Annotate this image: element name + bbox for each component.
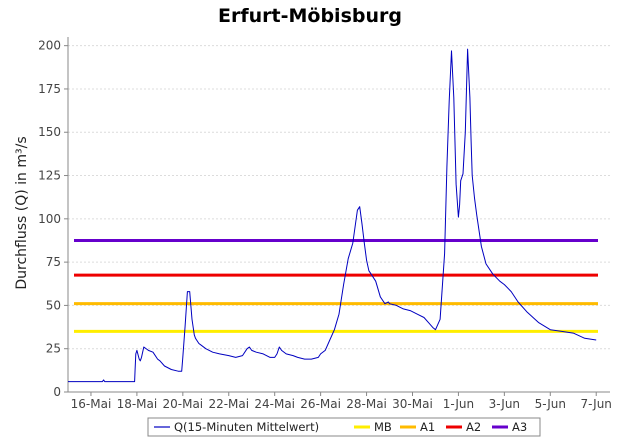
y-tick-label: 25 <box>46 342 61 356</box>
x-tick-label: 5-Jun <box>535 397 566 411</box>
x-tick-label: 20-Mai <box>163 397 204 411</box>
discharge-series-line <box>68 48 597 383</box>
y-tick-label: 75 <box>46 255 61 269</box>
x-tick-label: 24-Mai <box>254 397 295 411</box>
legend-label: A1 <box>420 420 435 434</box>
x-tick-label: 1-Jun <box>443 397 474 411</box>
legend-box <box>147 417 541 437</box>
plot-area: 0 25 50 75 100 125 150 175 200 16-Mai 18-Mai 20-Mai… <box>38 37 612 411</box>
legend-label: A2 <box>466 420 481 434</box>
x-tick-label: 7-Jun <box>581 397 612 411</box>
legend-label: A3 <box>512 420 527 434</box>
x-tick-label: 30-Mai <box>392 397 433 411</box>
legend-label: Q(15-Minuten Mittelwert) <box>174 420 319 434</box>
y-tick-label: 175 <box>38 82 61 96</box>
chart-title: Erfurt-Möbisburg <box>218 5 402 27</box>
legend: Q(15-Minuten Mittelwert) MB A1 A2 A3 <box>147 417 541 437</box>
x-tick-label: 18-Mai <box>117 397 158 411</box>
x-tick-label: 26-Mai <box>300 397 341 411</box>
x-tick-label: 3-Jun <box>489 397 520 411</box>
y-tick-label: 50 <box>46 298 61 312</box>
y-tick-label: 200 <box>38 39 61 53</box>
x-tick-label: 28-Mai <box>346 397 387 411</box>
legend-label: MB <box>374 420 392 434</box>
x-tick-label: 16-Mai <box>71 397 112 411</box>
y-tick-label: 150 <box>38 125 61 139</box>
x-tick-label: 22-Mai <box>208 397 249 411</box>
y-tick-label: 0 <box>53 385 61 399</box>
plot-background <box>68 37 610 392</box>
y-axis-label: Durchfluss (Q) in m³/s <box>14 136 30 289</box>
y-tick-label: 100 <box>38 212 61 226</box>
y-tick-label: 125 <box>38 169 61 183</box>
